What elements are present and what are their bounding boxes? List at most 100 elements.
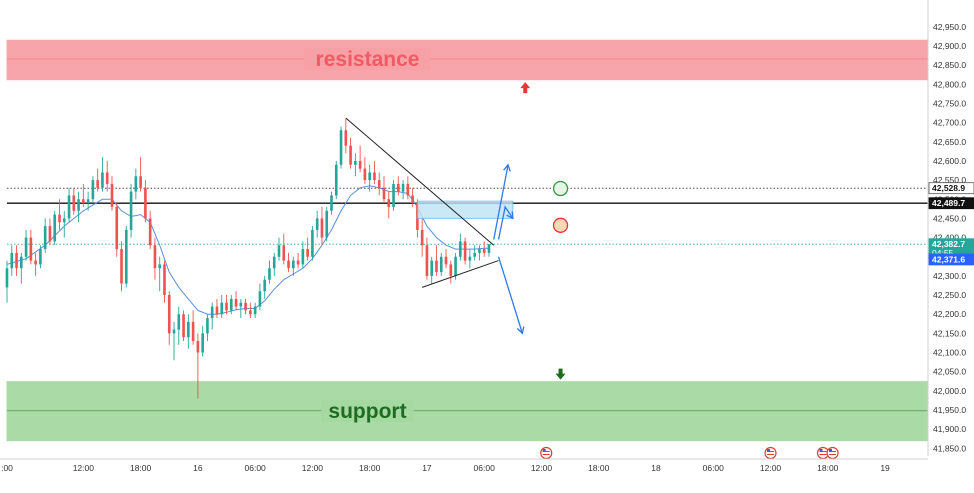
candle-body-32: [158, 264, 162, 269]
candle-body-27: [134, 176, 138, 192]
x-tick-label: 18:00: [359, 463, 381, 473]
y-tick-label: 42,700.0: [933, 118, 966, 128]
candle-body-6: [34, 260, 37, 265]
candle-body-39: [191, 321, 195, 342]
candle-body-84: [406, 183, 410, 196]
triangle-lower-line: [422, 260, 499, 288]
scenario-arrow-head-2: [516, 326, 525, 335]
down-marker-icon: [555, 368, 566, 380]
candle-body-88: [425, 245, 429, 276]
candle-body-35: [172, 329, 176, 334]
x-tick-label: 12:00: [760, 463, 782, 473]
candle-body-61: [296, 260, 300, 265]
candle-body-44: [215, 306, 219, 315]
candle-body-28: [139, 176, 142, 188]
candle-body-79: [382, 187, 386, 200]
y-tick-label: 41,950.0: [933, 405, 966, 415]
y-tick-label: 42,100.0: [933, 348, 966, 358]
candle-body-97: [468, 256, 472, 261]
triangle-upper-line: [345, 117, 495, 246]
y-tick-label: 42,600.0: [933, 156, 966, 166]
candle-body-55: [268, 268, 271, 280]
y-tick-label: 42,800.0: [933, 79, 966, 89]
y-tick-label: 42,250.0: [933, 290, 966, 300]
candle-body-89: [430, 260, 434, 276]
candle-body-71: [344, 130, 348, 146]
candle-body-100: [482, 249, 486, 253]
candle-body-72: [349, 145, 352, 165]
y-tick-label: 42,450.0: [933, 213, 966, 223]
x-tick-label: 19: [880, 463, 890, 473]
candle-body-54: [263, 279, 267, 292]
price-tag-label-3: 42,371.6: [932, 254, 965, 264]
candle-body-93: [449, 264, 453, 276]
candle-body-47: [229, 298, 233, 311]
candle-body-2: [15, 252, 18, 269]
candle-body-43: [210, 306, 214, 319]
candle-body-56: [272, 256, 276, 269]
resistance-label-bg: [304, 48, 431, 71]
y-tick-label: 42,850.0: [933, 60, 966, 70]
scenario-arrow-head-0: [503, 163, 511, 172]
candle-body-41: [201, 333, 204, 353]
candle-body-45: [220, 302, 224, 315]
candle-body-21: [105, 172, 109, 184]
candle-body-5: [29, 237, 33, 261]
x-tick-label: 17: [422, 463, 432, 473]
y-tick-label: 42,900.0: [933, 41, 966, 51]
candle-body-42: [206, 318, 209, 334]
candle-body-12: [62, 218, 66, 223]
signal-circle-0: [552, 180, 569, 197]
candle-body-65: [315, 218, 319, 230]
y-tick-label: 42,950.0: [933, 22, 966, 32]
candle-body-14: [72, 195, 76, 211]
scenario-arrow-2: [497, 256, 523, 334]
candle-body-62: [301, 249, 305, 265]
candle-body-76: [368, 172, 371, 181]
candle-body-94: [454, 256, 457, 276]
candle-body-87: [420, 229, 424, 246]
target-box: [416, 200, 514, 219]
support-label-bg: [321, 399, 414, 422]
price-tag-label-1: 42,489.7: [932, 198, 965, 208]
candle-body-66: [320, 218, 324, 238]
us-flag-icon: [826, 446, 839, 460]
x-tick-label: 16: [193, 463, 203, 473]
y-tick-label: 42,650.0: [933, 137, 966, 147]
candle-body-67: [325, 210, 329, 238]
scenario-arrow-1: [497, 205, 514, 240]
x-tick-label: 18:00: [130, 463, 152, 473]
candle-body-73: [354, 160, 357, 165]
candle-body-52: [253, 306, 257, 315]
y-tick-label: 42,550.0: [933, 175, 966, 185]
signal-circle-1: [552, 217, 569, 233]
candle-body-29: [144, 187, 147, 219]
candle-body-75: [363, 168, 367, 181]
y-tick-label: 42,150.0: [933, 328, 966, 338]
candle-body-16: [82, 199, 85, 204]
candle-body-46: [225, 302, 228, 311]
x-tick-label: 12:00: [73, 463, 95, 473]
candle-body-64: [311, 229, 314, 257]
candle-body-31: [153, 245, 157, 269]
candle-body-53: [258, 291, 262, 307]
us-flag-canton: [819, 449, 823, 452]
support-label: support: [328, 400, 406, 423]
candle-body-1: [10, 252, 14, 269]
candle-body-63: [306, 249, 309, 257]
y-tick-label: 42,300.0: [933, 271, 966, 281]
candle-body-90: [435, 260, 438, 273]
price-tag-sublabel-2: 04:55: [932, 248, 954, 258]
candle-body-34: [167, 295, 171, 334]
candle-body-74: [358, 160, 362, 169]
candle-body-37: [182, 314, 185, 338]
candle-body-82: [396, 183, 400, 192]
x-tick-label: 18:00: [588, 463, 610, 473]
candle-body-20: [101, 172, 104, 188]
y-tick-label: 42,750.0: [933, 98, 966, 108]
candle-body-25: [124, 229, 128, 284]
candle-body-68: [330, 195, 333, 211]
candle-body-9: [48, 226, 52, 242]
y-tick-label: 42,050.0: [933, 367, 966, 377]
